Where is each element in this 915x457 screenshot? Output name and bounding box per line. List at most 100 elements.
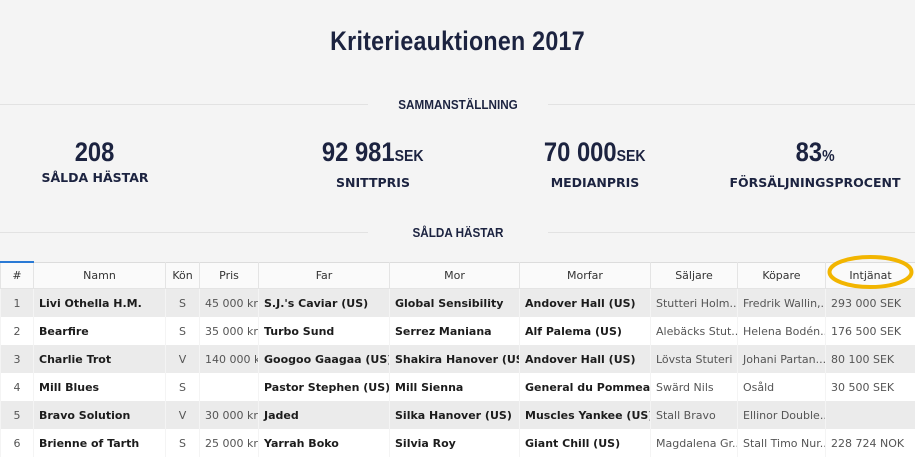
table-cell: S [166,289,200,318]
stat-value: 83% [796,136,835,173]
stat-unit: SEK [395,148,424,165]
column-header[interactable]: Far [259,262,390,289]
summary-heading: SAMMANSTÄLLNING [0,95,915,115]
table-cell: 176 500 SEK [826,317,915,345]
table-cell: Andover Hall (US) [520,345,651,373]
section-title: SÅLDA HÄSTAR [368,223,548,243]
table-cell: Andover Hall (US) [520,289,651,318]
table-cell: 6 [1,429,34,457]
table-cell: Livi Othella H.M. [34,289,166,318]
page-title: Kriterieauktionen 2017 [64,26,851,57]
column-header[interactable]: # [1,262,34,289]
table-cell: Alf Palema (US) [520,317,651,345]
stat-number: 208 [75,137,115,167]
column-header[interactable]: Namn [34,262,166,289]
column-header[interactable]: Säljare [651,262,738,289]
stat-unit: % [822,148,835,165]
table-cell: Alebäcks Stut... [651,317,738,345]
table-cell: Pastor Stephen (US) [259,373,390,401]
table-cell: Fredrik Wallin,... [738,289,826,318]
column-header[interactable]: Kön [166,262,200,289]
section-title: SAMMANSTÄLLNING [368,95,548,115]
table-cell: Charlie Trot [34,345,166,373]
table-cell: Yarrah Boko [259,429,390,457]
table-cell: Lövsta Stuteri ... [651,345,738,373]
column-header[interactable]: Pris [200,262,259,289]
table-cell: Mill Blues [34,373,166,401]
table-cell: Giant Chill (US) [520,429,651,457]
table-cell: V [166,345,200,373]
stat-label: MEDIANPRIS [495,175,695,190]
table-cell: Stutteri Holm... [651,289,738,318]
table-cell: Johani Partan... [738,345,826,373]
table-cell: Serrez Maniana [390,317,520,345]
stat-number: 70 000 [544,137,617,167]
stat: 83% FÖRSÄLJNINGSPROCENT [715,136,915,190]
column-header[interactable]: Köpare [738,262,826,289]
table-cell: 228 724 NOK [826,429,915,457]
table-cell: Global Sensibility [390,289,520,318]
table-cell: 30 500 SEK [826,373,915,401]
table-cell: Bravo Solution [34,401,166,429]
stat-unit: SEK [617,148,646,165]
table-cell: S [166,429,200,457]
table-cell: Ellinor Double... [738,401,826,429]
table-cell: Silvia Roy [390,429,520,457]
stat-value: 70 000SEK [544,136,646,173]
table-cell: Googoo Gaagaa (US) [259,345,390,373]
stat-label: SÅLDA HÄSTAR [0,170,195,185]
stat-label: SNITTPRIS [273,175,473,190]
table-cell: 140 000 kr [200,345,259,373]
table-cell: General du Pommeau... [520,373,651,401]
table-cell: S [166,317,200,345]
table-cell: Brienne of Tarth [34,429,166,457]
highlight-ring [826,252,915,292]
table-cell: 30 000 kr [200,401,259,429]
stat-number: 83 [796,137,822,167]
stat: 92 981SEK SNITTPRIS [273,136,473,190]
table-cell: S [166,373,200,401]
table-cell: Bearfire [34,317,166,345]
stat-label: FÖRSÄLJNINGSPROCENT [715,175,915,190]
column-header[interactable]: Mor [390,262,520,289]
stat: 70 000SEK MEDIANPRIS [495,136,695,190]
sold-heading: SÅLDA HÄSTAR [0,223,915,243]
table-cell: 35 000 kr [200,317,259,345]
stat-number: 92 981 [322,137,395,167]
table-cell: Mill Sienna [390,373,520,401]
stat-value: 208 [75,136,115,168]
table-cell: 45 000 kr [200,289,259,318]
table-cell: 2 [1,317,34,345]
column-header[interactable]: Morfar [520,262,651,289]
table-cell [826,401,915,429]
table-cell: V [166,401,200,429]
table-cell: 25 000 kr [200,429,259,457]
table-cell: 5 [1,401,34,429]
table-cell: Osåld [738,373,826,401]
table-cell: 80 100 SEK [826,345,915,373]
table-cell: Jaded [259,401,390,429]
table-cell: Turbo Sund [259,317,390,345]
table-cell: 3 [1,345,34,373]
stat-value: 92 981SEK [322,136,424,173]
table-cell: Stall Bravo [651,401,738,429]
table-cell: Stall Timo Nur... [738,429,826,457]
table-cell: 4 [1,373,34,401]
table-cell: Helena Bodén... [738,317,826,345]
table-cell: Swärd Nils [651,373,738,401]
table-cell: Muscles Yankee (US) [520,401,651,429]
stat: 208 SÅLDA HÄSTAR [0,136,195,185]
table-cell: 1 [1,289,34,318]
table-cell: 293 000 SEK [826,289,915,318]
